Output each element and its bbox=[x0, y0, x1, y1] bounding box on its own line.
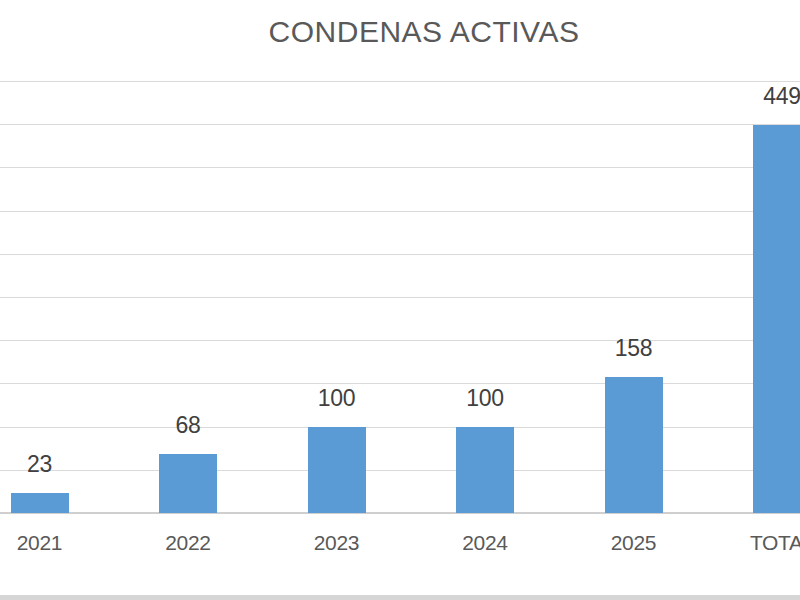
bar bbox=[11, 493, 69, 513]
gridline bbox=[0, 124, 800, 125]
category-label: 2023 bbox=[314, 531, 360, 555]
value-label: 158 bbox=[615, 337, 652, 360]
bar bbox=[159, 454, 217, 513]
x-axis-line bbox=[0, 512, 800, 514]
value-label: 100 bbox=[318, 387, 355, 410]
gridline bbox=[0, 254, 800, 255]
gridline bbox=[0, 470, 800, 471]
bottom-edge-strip bbox=[0, 595, 800, 600]
value-label: 23 bbox=[27, 453, 52, 476]
category-label: 2024 bbox=[462, 531, 508, 555]
value-label: 449 bbox=[763, 85, 800, 108]
chart-title: CONDENAS ACTIVAS bbox=[269, 15, 580, 49]
category-label: 2022 bbox=[165, 531, 211, 555]
category-label: TOTAL bbox=[750, 531, 800, 555]
gridline bbox=[0, 340, 800, 341]
bar bbox=[605, 377, 663, 514]
value-label: 68 bbox=[176, 414, 201, 437]
gridline bbox=[0, 211, 800, 212]
gridline bbox=[0, 383, 800, 384]
gridline bbox=[0, 427, 800, 428]
bar bbox=[456, 427, 514, 513]
gridline bbox=[0, 81, 800, 82]
value-label: 100 bbox=[466, 387, 503, 410]
bar bbox=[308, 427, 366, 513]
category-label: 2021 bbox=[17, 531, 63, 555]
gridline bbox=[0, 297, 800, 298]
bar bbox=[753, 125, 800, 513]
bar-chart: CONDENAS ACTIVAS 23 2021 68 2022 100 2023 100 2… bbox=[0, 0, 800, 600]
category-label: 2025 bbox=[611, 531, 657, 555]
gridline bbox=[0, 167, 800, 168]
